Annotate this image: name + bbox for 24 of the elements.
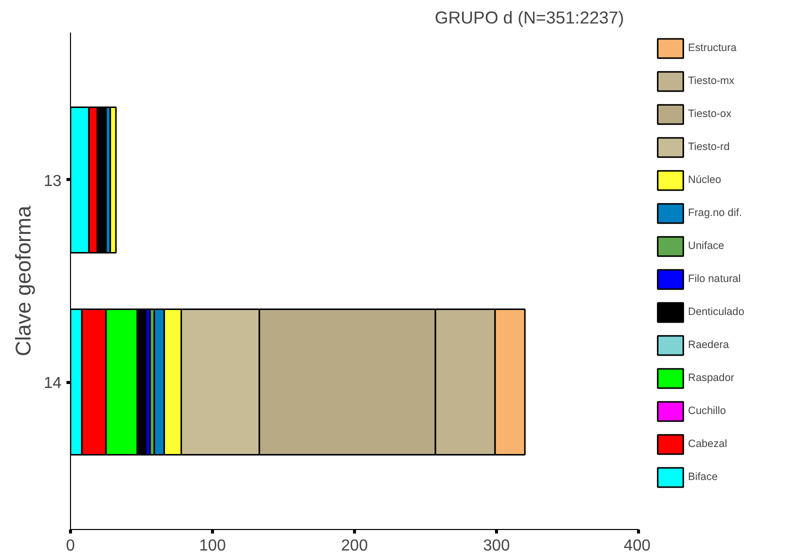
legend-label: Uniface: [688, 240, 726, 252]
legend-label: Denticulado: [688, 306, 746, 318]
legend-label: Raedera: [688, 339, 730, 351]
legend-label: Biface: [688, 471, 719, 483]
y-tick-label: 14: [44, 375, 62, 392]
legend-label: Tiesto-ox: [688, 108, 732, 120]
x-tick-label: 100: [199, 538, 226, 553]
x-tick-label: 0: [66, 538, 76, 553]
chart-title: GRUPO d (N=351:2237): [434, 8, 624, 28]
legend-label: Frag.no dif.: [688, 207, 743, 219]
x-tick-label: 300: [483, 538, 510, 553]
legend-label: Filo natural: [688, 273, 742, 285]
y-tick-label: 13: [44, 172, 62, 190]
bar: [110, 106, 117, 254]
legend-label: Núcleo: [688, 174, 722, 186]
legend-label: Estructura: [688, 42, 738, 54]
legend-label: Cabezal: [688, 438, 728, 450]
legend-label: Tiesto-rd: [688, 141, 731, 153]
x-tick-label: 400: [624, 538, 651, 553]
y-axis-title: Clave geoforma: [12, 206, 36, 356]
legend-label: Raspador: [688, 372, 736, 384]
legend-label: Cuchillo: [688, 405, 727, 417]
legend-label: Tiesto-mx: [688, 75, 736, 87]
x-tick-label: 200: [341, 538, 368, 553]
